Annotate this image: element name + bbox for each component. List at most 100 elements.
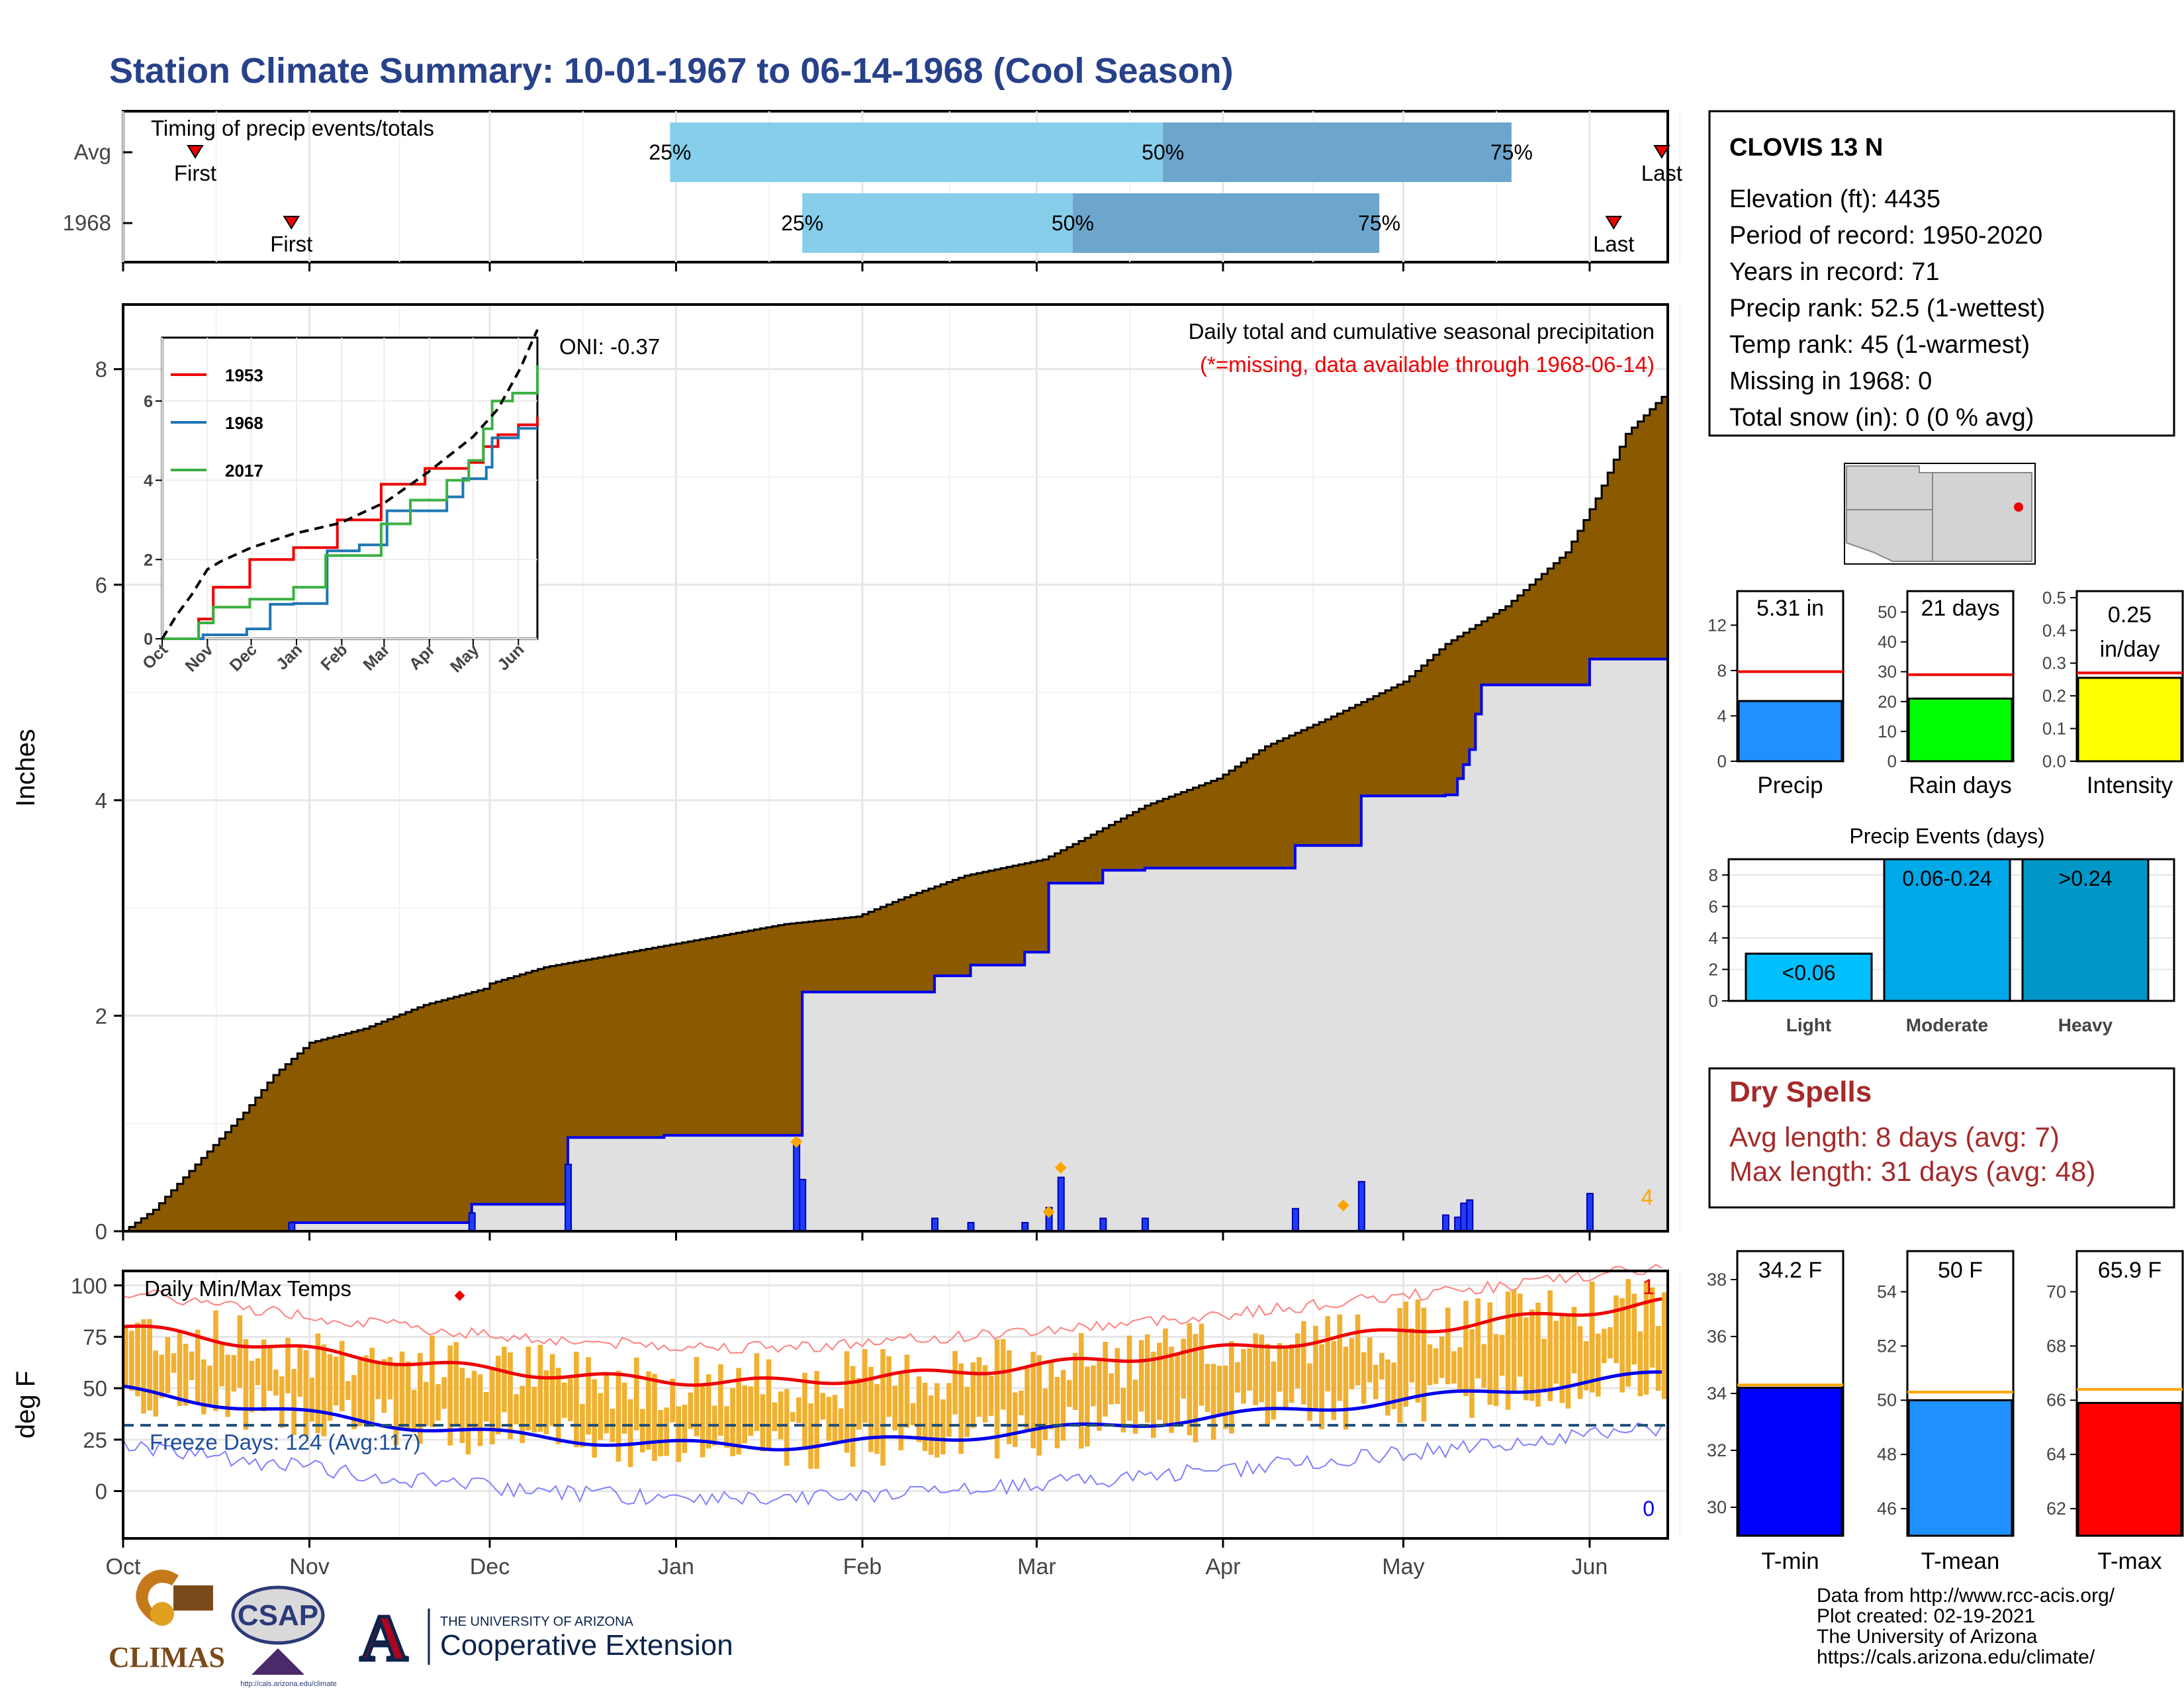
daily-temp-bar (453, 1342, 459, 1427)
daily-temp-bar (646, 1371, 651, 1450)
mini-bar-category: Intensity (2087, 773, 2173, 798)
daily-temp-bar (1397, 1307, 1402, 1423)
daily-temp-bar (1439, 1336, 1445, 1378)
daily-temp-bar (1415, 1299, 1421, 1403)
daily-temp-bar (1631, 1293, 1637, 1365)
daily-temp-bar (1559, 1314, 1565, 1403)
daily-precip-bar (1291, 1207, 1299, 1233)
daily-temp-bar (1433, 1348, 1439, 1384)
mini-bar-tick-label: 50 (1878, 602, 1897, 622)
daily-temp-bar (640, 1409, 645, 1453)
daily-temp-bar (1541, 1338, 1547, 1393)
climas-logo: CLIMAS (109, 1570, 225, 1673)
daily-temp-bar (1649, 1287, 1655, 1368)
daily-temp-bar (1042, 1388, 1048, 1440)
events-tick-label: 8 (1709, 865, 1718, 885)
daily-temp-bar (508, 1352, 513, 1440)
mini-bar-tick-label: 12 (1707, 615, 1727, 635)
month-label: Jun (1572, 1554, 1608, 1579)
daily-temp-bar (171, 1353, 177, 1373)
temp-bar-value-label: 50 F (1938, 1258, 1983, 1283)
record-low-line (122, 1422, 1662, 1506)
daily-temp-bar (934, 1383, 940, 1458)
daily-temp-bar (381, 1359, 387, 1413)
daily-temp-bar (814, 1371, 819, 1469)
daily-temp-bar (477, 1374, 483, 1446)
temp-bar-value (1907, 1399, 2013, 1537)
daily-temp-bar (916, 1376, 922, 1442)
precip-panel: 0 2 4 6 8 Inches Daily total and cumulative … (11, 303, 1681, 1244)
mini-bar-tick-label: 0.4 (2042, 620, 2066, 640)
timing-q25-label: 25% (649, 140, 691, 164)
temp-bar-tick-label: 50 (1877, 1390, 1897, 1410)
daily-temp-bar (561, 1382, 567, 1419)
daily-temp-bar (520, 1385, 525, 1443)
daily-temp-bar (1247, 1348, 1252, 1391)
daily-temp-bar (1048, 1361, 1054, 1430)
timing-marker-label: Last (1641, 161, 1682, 185)
daily-temp-bar (1072, 1352, 1078, 1410)
record-high-line (122, 1264, 1662, 1354)
events-tick-label: 4 (1709, 928, 1718, 948)
daily-temp-bar (820, 1393, 826, 1420)
daily-precip-bar (793, 1139, 801, 1233)
daily-temp-bar (1403, 1301, 1408, 1407)
daily-temp-bar (129, 1331, 134, 1391)
daily-temp-bar (1625, 1279, 1631, 1387)
daily-precip-bar (1454, 1216, 1462, 1232)
daily-temp-bar (898, 1372, 904, 1450)
inset-y-tick-label: 4 (144, 472, 153, 491)
daily-temp-bar (405, 1361, 411, 1429)
daily-precip-bar (931, 1217, 939, 1232)
temp-bar-category: T-mean (1921, 1548, 2000, 1574)
daily-temp-bar (1132, 1380, 1138, 1434)
daily-temp-bar (886, 1356, 891, 1417)
daily-temp-bar (1524, 1317, 1529, 1401)
y-tick-label: 6 (95, 573, 107, 597)
daily-temp-bar (1222, 1365, 1228, 1429)
daily-temp-bar (315, 1333, 321, 1434)
precip-flag-marker (1054, 1161, 1067, 1174)
daily-temp-bar (435, 1383, 441, 1421)
temp-bar-value (2077, 1401, 2183, 1537)
temp-bar-category: T-max (2097, 1548, 2162, 1574)
daily-temp-bar (1115, 1348, 1120, 1404)
daily-temp-bar (1499, 1335, 1505, 1376)
daily-precip-bar (565, 1164, 572, 1233)
daily-temp-bar (1553, 1321, 1559, 1384)
station-info-line: Total snow (in): 0 (0 % avg) (1729, 404, 2034, 432)
daily-precip-bar (1099, 1217, 1107, 1232)
daily-temp-bar (1024, 1368, 1030, 1430)
station-info-line: Missing in 1968: 0 (1729, 367, 1932, 395)
daily-temp-bar (1210, 1364, 1216, 1440)
daily-temp-bar (784, 1389, 790, 1466)
daily-temp-bar (1060, 1370, 1066, 1441)
daily-temp-bar (502, 1346, 507, 1413)
daily-temp-bar (1421, 1307, 1427, 1422)
daily-temp-bar (333, 1356, 339, 1406)
month-label: Jan (658, 1554, 694, 1579)
daily-temp-bar (1144, 1334, 1150, 1423)
avg-min-line (122, 1370, 1662, 1452)
daily-temp-bar (922, 1382, 928, 1452)
mini-bar-value-unit: in/day (2100, 637, 2160, 662)
daily-temp-bar (1169, 1346, 1174, 1433)
daily-temp-bar (742, 1385, 747, 1444)
daily-precip-bar (1586, 1193, 1594, 1233)
station-name: CLOVIS 13 N (1729, 134, 1883, 162)
daily-temp-bar (1078, 1333, 1084, 1449)
temp-bar-tick-label: 30 (1707, 1497, 1727, 1517)
mini-bar-value (1737, 700, 1843, 763)
daily-temp-bar (243, 1338, 249, 1430)
temp-bar-tick-label: 52 (1877, 1336, 1897, 1356)
daily-temp-bar (724, 1406, 729, 1448)
daily-temp-bar (1126, 1335, 1132, 1421)
daily-temp-bar (604, 1372, 610, 1434)
month-label: Apr (1205, 1554, 1240, 1579)
daily-temp-bar (1229, 1341, 1234, 1434)
record-marker (454, 1290, 465, 1301)
daily-temp-bar (705, 1374, 711, 1449)
mini-bar-tick-label: 0 (1717, 751, 1727, 771)
daily-precip-bar (1460, 1202, 1468, 1233)
